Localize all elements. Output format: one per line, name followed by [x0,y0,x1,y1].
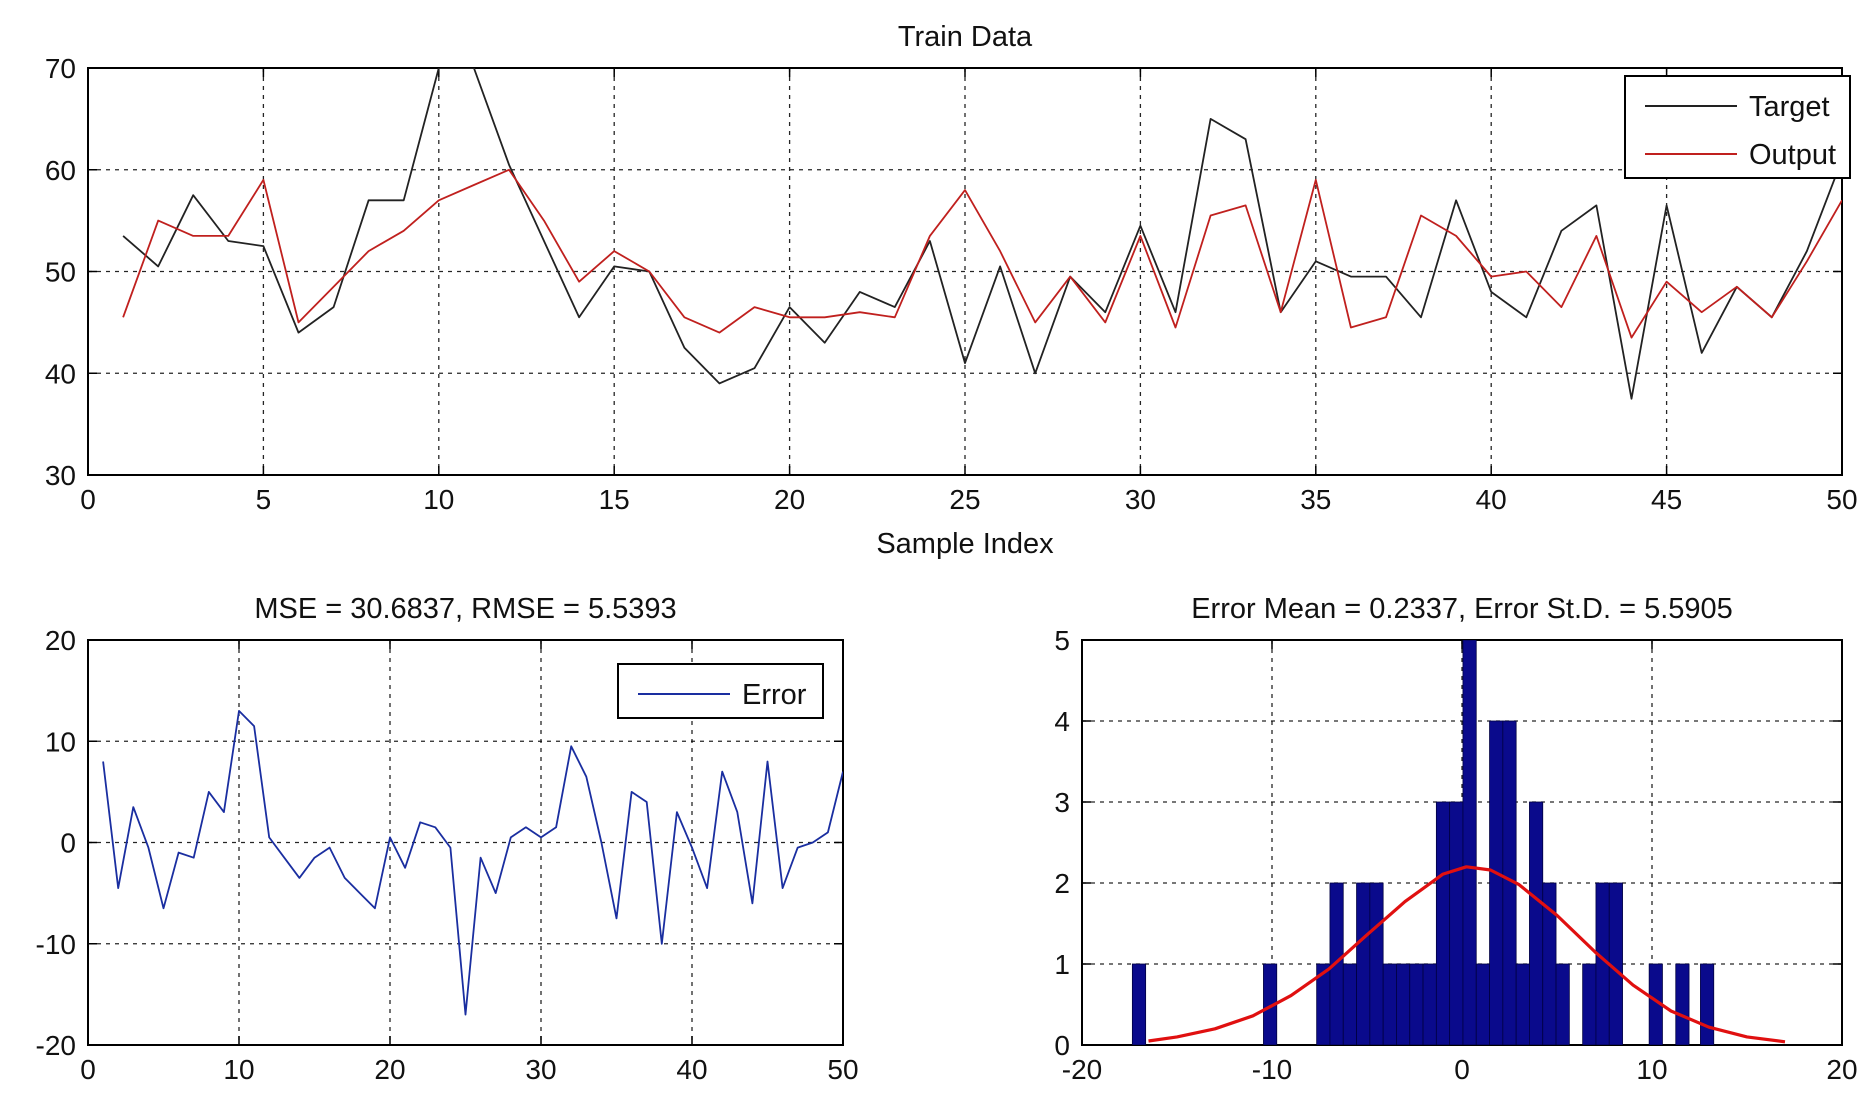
error-histogram-plot: -20 -10 0 10 20 0 1 2 3 4 5 Error Mean = 0.2337, Er… [1054,593,1857,1085]
train-data-plot: 0 5 10 15 20 25 30 35 40 45 50 30 40 50 60 70 Train Data… [45,21,1858,560]
normal-fit-curve [1148,865,1786,1044]
histogram-bar [1449,801,1464,1045]
x-tick-label: 40 [1476,484,1507,515]
y-tick-label: 10 [45,726,76,757]
legend: Target Output [1624,75,1851,179]
legend-label-target: Target [1749,91,1830,123]
histogram-bar [1700,963,1715,1045]
x-tick-label: 20 [774,484,805,515]
histogram-bar [1675,963,1690,1045]
x-tick-label: 50 [1826,484,1857,515]
histogram-bar [1409,963,1424,1045]
x-tick-label: 0 [80,1054,96,1085]
histogram-bar [1462,640,1477,1045]
histogram-bar [1529,801,1544,1045]
y-tick-label: 0 [1054,1030,1070,1061]
series-line-output [122,168,1842,339]
y-tick-label: 70 [45,53,76,84]
y-tick-label: 2 [1054,868,1070,899]
legend: Error [617,663,824,719]
x-tick-label: 30 [525,1054,556,1085]
axes-frame [87,639,844,1046]
y-tick-label: 3 [1054,787,1070,818]
legend-label-output: Output [1749,139,1836,171]
x-tick-label: 10 [223,1054,254,1085]
series-line-target [122,68,1842,400]
chart-title: Error Mean = 0.2337, Error St.D. = 5.590… [1191,593,1733,625]
histogram-bar [1435,801,1451,1045]
x-tick-label: 25 [949,484,980,515]
x-tick-label: 50 [827,1054,858,1085]
histogram-bar [1369,882,1384,1045]
y-tick-label: 5 [1054,625,1070,656]
x-tick-label: -20 [1062,1054,1102,1085]
histogram-bar [1422,963,1437,1045]
histogram-bar [1382,963,1397,1045]
y-tick-label: 4 [1054,706,1070,737]
plot-area [122,68,1842,400]
x-tick-label: -10 [1252,1054,1292,1085]
x-tick-label: 15 [599,484,630,515]
x-tick-label: 10 [423,484,454,515]
histogram-bar [1131,963,1147,1045]
histogram-bar [1555,963,1570,1045]
y-tick-label: 30 [45,460,76,491]
x-tick-label: 45 [1651,484,1682,515]
x-tick-label: 10 [1636,1054,1667,1085]
y-tick-label: 0 [60,828,76,859]
histogram-bar [1515,963,1530,1045]
histogram-bar [1342,963,1357,1045]
histogram-bar [1475,963,1490,1045]
x-tick-label: 5 [256,484,272,515]
y-tick-label: 1 [1054,949,1070,980]
series-line-error [102,710,843,1016]
y-tick-label: -20 [36,1030,76,1061]
chart-title: Train Data [898,21,1033,53]
y-tick-label: -10 [36,929,76,960]
x-tick-label: 0 [1454,1054,1470,1085]
y-tick-label: 60 [45,155,76,186]
histogram-bar [1489,720,1504,1045]
histogram-bar [1582,963,1597,1045]
y-tick-label: 40 [45,358,76,389]
x-tick-label: 30 [1125,484,1156,515]
chart-title: MSE = 30.6837, RMSE = 5.5393 [254,593,676,625]
histogram-bar [1396,963,1411,1045]
x-tick-label: 20 [374,1054,405,1085]
x-axis-label: Sample Index [876,528,1054,560]
plot-area [1131,640,1786,1045]
x-tick-label: 0 [80,484,96,515]
histogram-bar [1356,882,1371,1045]
error-plot: 0 10 20 30 40 50 -20 -10 0 10 20 MSE = 30.6837, RMS… [36,593,859,1085]
legend-label-error: Error [742,679,807,711]
x-tick-label: 20 [1826,1054,1857,1085]
x-tick-label: 40 [676,1054,707,1085]
x-tick-label: 35 [1300,484,1331,515]
plot-area [102,710,843,1016]
legend-box [1624,75,1851,179]
y-tick-label: 20 [45,625,76,656]
y-tick-label: 50 [45,257,76,288]
legend-box [617,663,824,719]
